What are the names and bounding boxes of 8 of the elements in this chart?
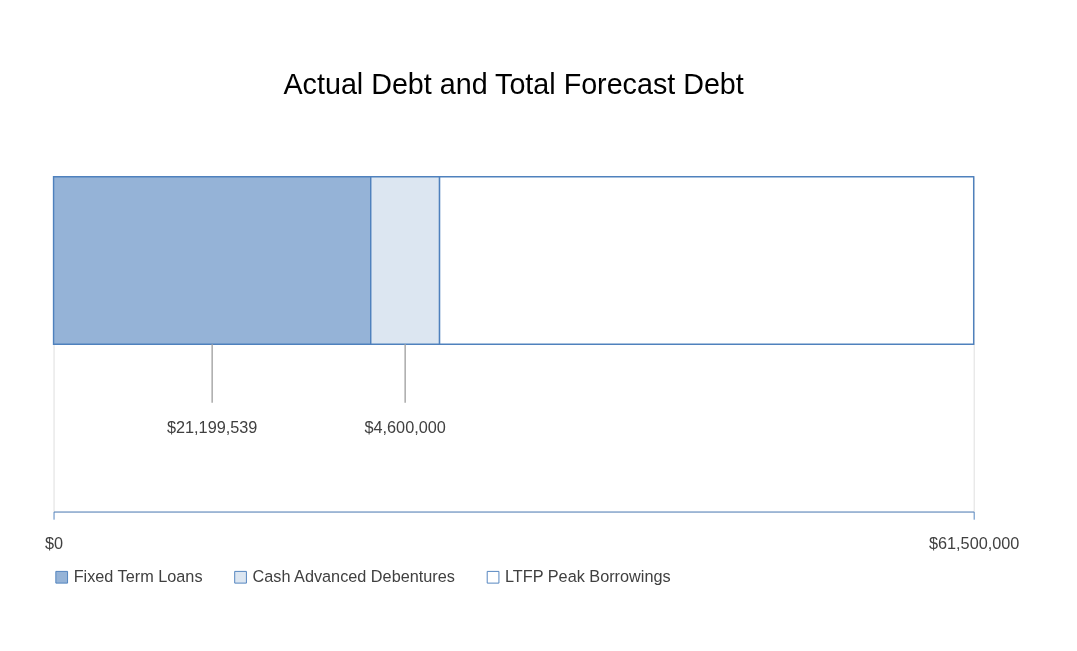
data-label: $21,199,539 [166,417,258,436]
legend-label: Fixed Term Loans [73,567,203,586]
chart-title: Actual Debt and Total Forecast Debt [283,67,744,100]
legend-label: LTFP Peak Borrowings [505,567,671,586]
data-label: $4,600,000 [364,417,446,436]
legend-label: Cash Advanced Debentures [252,567,455,586]
x-tick-label: $61,500,000 [928,534,1020,553]
x-tick-label: $0 [45,534,64,553]
